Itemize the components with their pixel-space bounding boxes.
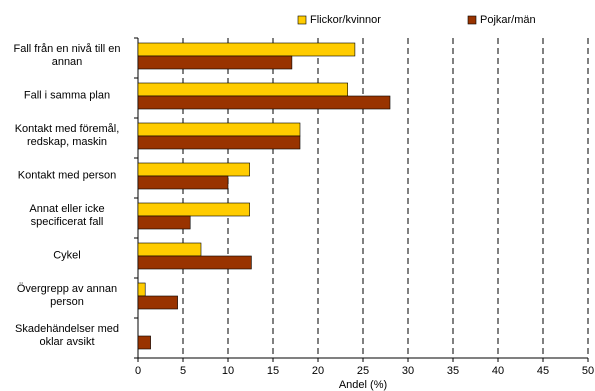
bar xyxy=(137,202,250,217)
bar xyxy=(137,95,391,110)
legend-label: Flickor/kvinnor xyxy=(310,14,381,26)
x-tick-label: 40 xyxy=(492,365,504,377)
x-tick-label: 10 xyxy=(222,365,234,377)
x-axis-label: Andel (%) xyxy=(339,379,387,391)
bar xyxy=(137,242,202,257)
y-tick-label: Fall från en nivå till en annan xyxy=(13,43,121,68)
legend-label: Pojkar/män xyxy=(480,14,536,26)
bar xyxy=(137,282,146,297)
bar xyxy=(137,295,178,310)
y-tick-label: Fall i samma plan xyxy=(23,89,111,102)
bar xyxy=(137,255,252,270)
y-tick-label: Annat eller icke specificerat fall xyxy=(29,203,105,228)
bar xyxy=(137,162,250,177)
bar xyxy=(137,42,356,57)
x-tick-label: 0 xyxy=(135,365,141,377)
legend-swatch xyxy=(467,15,477,25)
x-tick-label: 25 xyxy=(357,365,369,377)
bar xyxy=(137,175,229,190)
bar xyxy=(137,135,301,150)
legend-swatch xyxy=(297,15,307,25)
y-tick-label: Övergrepp av annan person xyxy=(16,283,118,308)
x-tick-label: 30 xyxy=(402,365,414,377)
x-tick-label: 50 xyxy=(582,365,594,377)
y-tick-label: Kontakt med person xyxy=(17,169,117,182)
y-tick-label: Skadehändelser med oklar avsikt xyxy=(15,323,119,348)
x-tick-label: 15 xyxy=(267,365,279,377)
x-tick-label: 5 xyxy=(180,365,186,377)
bar xyxy=(137,335,151,350)
bar xyxy=(137,82,348,97)
bar xyxy=(137,215,191,230)
bar xyxy=(137,122,301,137)
x-tick-label: 35 xyxy=(447,365,459,377)
x-tick-label: 45 xyxy=(537,365,549,377)
bar xyxy=(137,55,293,70)
y-tick-label: Cykel xyxy=(53,249,81,262)
x-tick-label: 20 xyxy=(312,365,324,377)
y-tick-label: Kontakt med föremål, redskap, maskin xyxy=(14,123,120,148)
